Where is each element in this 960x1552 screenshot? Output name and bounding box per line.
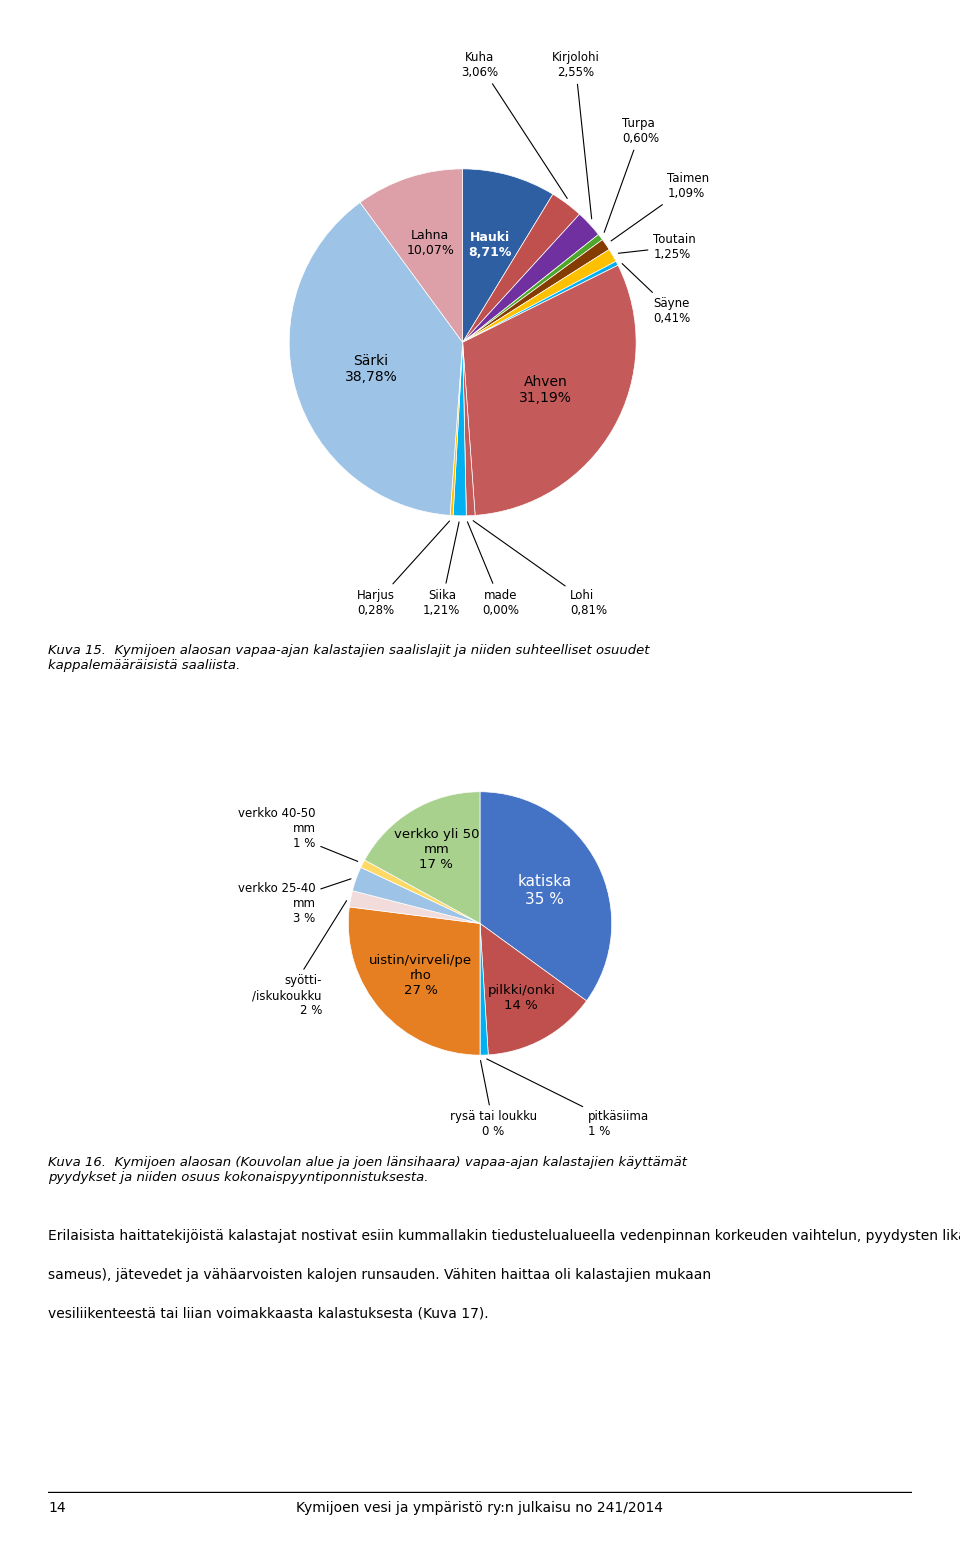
Wedge shape <box>463 250 616 343</box>
Wedge shape <box>352 868 480 923</box>
Wedge shape <box>349 891 480 923</box>
Text: uistin/virveli/pe
rho
27 %: uistin/virveli/pe rho 27 % <box>370 954 472 998</box>
Wedge shape <box>480 923 587 1055</box>
Wedge shape <box>453 343 467 515</box>
Wedge shape <box>463 261 618 343</box>
Text: Toutain
1,25%: Toutain 1,25% <box>618 233 696 261</box>
Wedge shape <box>463 239 610 343</box>
Wedge shape <box>463 265 636 515</box>
Text: made
0,00%: made 0,00% <box>468 521 519 616</box>
Text: Lohi
0,81%: Lohi 0,81% <box>473 520 608 616</box>
Text: Kymijoen vesi ja ympäristö ry:n julkaisu no 241/2014: Kymijoen vesi ja ympäristö ry:n julkaisu… <box>297 1501 663 1515</box>
Text: verkko 25-40
mm
3 %: verkko 25-40 mm 3 % <box>238 878 351 925</box>
Text: Kuha
3,06%: Kuha 3,06% <box>462 51 567 199</box>
Text: Taimen
1,09%: Taimen 1,09% <box>611 172 709 241</box>
Wedge shape <box>450 343 463 515</box>
Wedge shape <box>360 169 463 343</box>
Text: Lahna
10,07%: Lahna 10,07% <box>406 230 454 258</box>
Wedge shape <box>463 234 603 343</box>
Text: katiska
35 %: katiska 35 % <box>517 874 571 906</box>
Text: Särki
38,78%: Särki 38,78% <box>345 354 397 383</box>
Text: sameus), jätevedet ja vähäarvoisten kalojen runsauden. Vähiten haittaa oli kalas: sameus), jätevedet ja vähäarvoisten kalo… <box>48 1268 711 1282</box>
Wedge shape <box>361 860 480 923</box>
Wedge shape <box>480 923 489 1055</box>
Text: Harjus
0,28%: Harjus 0,28% <box>357 521 449 616</box>
Text: Siika
1,21%: Siika 1,21% <box>423 521 461 616</box>
Text: rysä tai loukku
0 %: rysä tai loukku 0 % <box>449 1060 537 1139</box>
Wedge shape <box>365 792 480 923</box>
Wedge shape <box>463 169 553 343</box>
Text: Ahven
31,19%: Ahven 31,19% <box>519 374 572 405</box>
Text: Kuva 15.  Kymijoen alaosan vapaa-ajan kalastajien saalislajit ja niiden suhteell: Kuva 15. Kymijoen alaosan vapaa-ajan kal… <box>48 644 650 672</box>
Text: verkko 40-50
mm
1 %: verkko 40-50 mm 1 % <box>238 807 358 861</box>
Text: syötti-
/iskukoukku
2 %: syötti- /iskukoukku 2 % <box>252 900 347 1018</box>
Text: Hauki
8,71%: Hauki 8,71% <box>468 231 512 259</box>
Text: pilkki/onki
14 %: pilkki/onki 14 % <box>488 984 555 1012</box>
Wedge shape <box>289 202 463 515</box>
Wedge shape <box>463 194 580 343</box>
Text: verkko yli 50
mm
17 %: verkko yli 50 mm 17 % <box>394 829 479 871</box>
Wedge shape <box>463 343 475 515</box>
Wedge shape <box>463 214 598 343</box>
Text: Säyne
0,41%: Säyne 0,41% <box>622 264 690 324</box>
Text: Turpa
0,60%: Turpa 0,60% <box>604 116 660 233</box>
Text: Kirjolohi
2,55%: Kirjolohi 2,55% <box>551 51 599 219</box>
Wedge shape <box>480 792 612 1001</box>
Text: pitkäsiima
1 %: pitkäsiima 1 % <box>487 1058 649 1139</box>
Text: 14: 14 <box>48 1501 65 1515</box>
Text: Erilaisista haittatekijöistä kalastajat nostivat esiin kummallakin tiedustelualu: Erilaisista haittatekijöistä kalastajat … <box>48 1229 960 1243</box>
Text: vesiliikenteestä tai liian voimakkaasta kalastuksesta (Kuva 17).: vesiliikenteestä tai liian voimakkaasta … <box>48 1307 489 1321</box>
Text: Kuva 16.  Kymijoen alaosan (Kouvolan alue ja joen länsihaara) vapaa-ajan kalasta: Kuva 16. Kymijoen alaosan (Kouvolan alue… <box>48 1156 687 1184</box>
Wedge shape <box>463 343 467 515</box>
Wedge shape <box>348 906 480 1055</box>
